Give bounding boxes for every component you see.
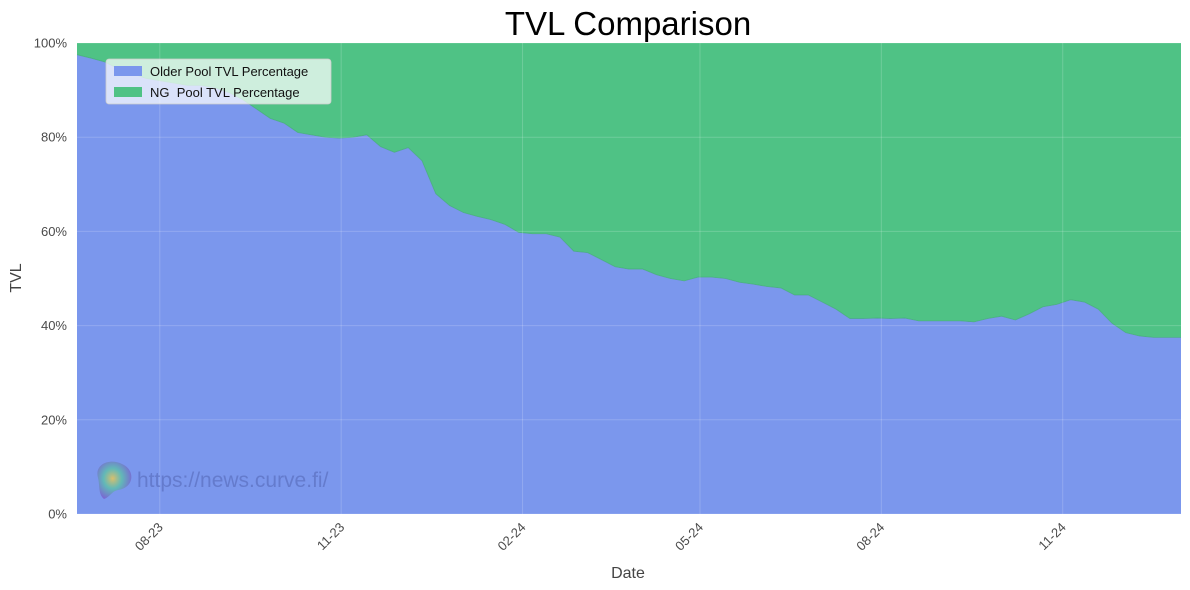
- x-tick-label: 11-24: [1035, 520, 1068, 553]
- x-axis-label: Date: [611, 565, 645, 582]
- area-older-pool: [77, 54, 1181, 514]
- legend-swatch-ng: [114, 87, 142, 97]
- y-tick-label: 20%: [41, 412, 67, 427]
- curve-logo-icon: [97, 461, 132, 499]
- y-tick-label: 0%: [48, 507, 67, 522]
- y-axis-label: TVL: [8, 263, 25, 292]
- y-tick-label: 40%: [41, 318, 67, 333]
- x-tick-label: 08-24: [853, 520, 887, 554]
- x-axis-ticks: 08-23 11-23 02-24 05-24 08-24 11-24: [132, 520, 1069, 554]
- chart-title: TVL Comparison: [505, 5, 751, 42]
- y-tick-label: 80%: [41, 130, 67, 145]
- line-older-pool: [76, 54, 1181, 338]
- plot-area: [76, 43, 1181, 514]
- y-tick-label: 100%: [34, 36, 68, 51]
- legend-box: [105, 58, 332, 105]
- legend: Older Pool TVL Percentage NG Pool TVL Pe…: [105, 58, 332, 105]
- watermark-url: https://news.curve.fi/: [137, 469, 329, 492]
- y-axis-ticks: 0% 20% 40% 60% 80% 100%: [34, 36, 68, 522]
- watermark: https://news.curve.fi/: [97, 461, 329, 499]
- x-tick-label: 08-23: [132, 520, 166, 554]
- area-ng-pool: [77, 43, 1181, 338]
- x-tick-label: 02-24: [495, 520, 529, 554]
- y-tick-label: 60%: [41, 224, 67, 239]
- legend-swatch-older: [114, 66, 142, 76]
- grid-lines: [77, 42, 1181, 515]
- legend-label-ng: NG Pool TVL Percentage: [150, 85, 300, 100]
- legend-label-older: Older Pool TVL Percentage: [150, 64, 308, 79]
- x-tick-label: 05-24: [672, 520, 706, 554]
- x-tick-label: 11-23: [314, 520, 347, 553]
